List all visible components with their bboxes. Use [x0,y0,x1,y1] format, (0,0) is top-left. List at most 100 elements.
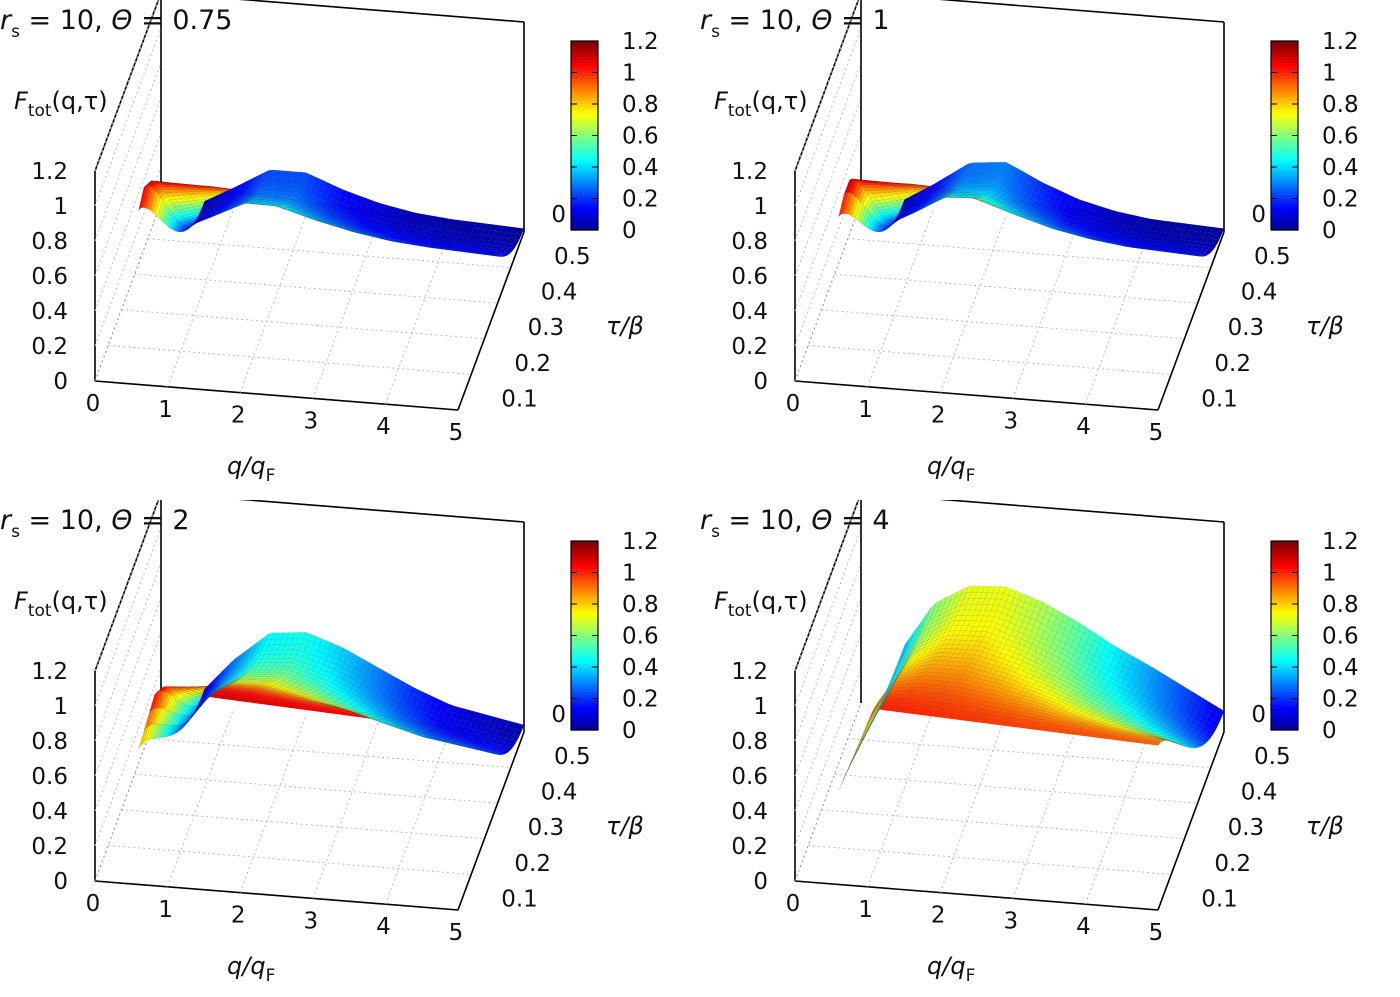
surface-plot: 0 1 2 3 4 5 0.1 0.2 0.3 0.4 0.5 0 0.2 0.4 0.6 0.8 1 1.2 rs… [0,0,659,486]
y-tick-label: 0.5 [1254,244,1291,270]
x-axis-label: q/qF [927,452,975,486]
chart-panel-theta-4: 0 1 2 3 4 5 0.1 0.2 0.3 0.4 0.5 0 0.2 0.4 0.6 0.8 1 1.2 rs… [700,500,1400,997]
colorbar-tick-label: 1 [622,61,637,87]
z-tick-label: 0 [753,369,768,395]
z-tick-label: 1 [753,194,768,220]
colorbar-tick-label: 0.8 [622,592,659,618]
x-tick-labels: 0 1 2 3 4 5 [786,391,1164,446]
colorbar-axis-zero: 0 [551,702,566,728]
x-tick-label: 0 [86,891,101,917]
x-tick-label: 5 [449,420,464,446]
surface-mesh [838,161,1225,257]
x-tick-label: 2 [231,903,246,929]
x-tick-label: 3 [1003,908,1018,934]
colorbar-tick-label: 1.2 [1322,529,1359,555]
z-axis-label: Ftot(q,τ) [14,587,108,621]
colorbar-tick-label: 1 [1322,61,1337,87]
surface-plot: 0 1 2 3 4 5 0.1 0.2 0.3 0.4 0.5 0 0.2 0.4 0.6 0.8 1 1.2 rs… [700,0,1359,486]
surface-mesh [838,585,1225,792]
colorbar-tick-label: 0.6 [622,624,659,650]
z-axis-label: Ftot(q,τ) [714,587,808,621]
z-tick-label: 0.6 [31,264,68,290]
floor-grid [794,500,1211,905]
colorbar-tick-label: 1.2 [1322,29,1359,55]
y-tick-label: 0.4 [541,280,578,306]
y-tick-label: 0.4 [1241,280,1278,306]
y-tick-label: 0.2 [514,851,551,877]
chart-panel-theta-2: 0 1 2 3 4 5 0.1 0.2 0.3 0.4 0.5 0 0.2 0.4 0.6 0.8 1 1.2 rs… [0,500,700,997]
z-tick-label: 0.4 [731,299,768,325]
z-tick-label: 0.2 [31,834,68,860]
z-tick-label: 0.8 [731,229,768,255]
floor-grid [94,0,511,405]
y-axis-label: τ/β [606,812,644,840]
colorbar-tick-label: 0.2 [622,187,659,213]
chart-title: rs = 10, Θ = 1 [700,5,890,42]
colorbar-tick-label: 0.2 [1322,187,1359,213]
y-tick-label: 0.4 [1241,780,1278,806]
z-tick-label: 1 [753,694,768,720]
x-tick-label: 4 [376,414,391,440]
z-tick-label: 0.6 [31,764,68,790]
z-tick-label: 0.4 [31,299,68,325]
chart-title: rs = 10, Θ = 2 [0,505,190,542]
colorbar-tick-label: 0.4 [622,155,659,181]
colorbar-tick-label: 0 [1322,218,1337,244]
z-tick-label: 0.4 [731,799,768,825]
x-tick-label: 3 [1003,408,1018,434]
y-tick-label: 0.3 [1228,315,1265,341]
colorbar-axis-zero: 0 [551,202,566,228]
y-tick-labels: 0.1 0.2 0.3 0.4 0.5 [1201,744,1290,912]
colorbar: 0 0.2 0.4 0.6 0.8 1 1.2 0 [1251,29,1358,244]
y-tick-labels: 0.1 0.2 0.3 0.4 0.5 [501,244,590,412]
floor-grid [94,500,511,905]
x-tick-label: 3 [303,408,318,434]
z-tick-label: 0.8 [31,229,68,255]
surface-mesh [138,632,525,756]
z-tick-label: 0.4 [31,799,68,825]
colorbar-tick-label: 0.8 [1322,592,1359,618]
y-tick-label: 0.1 [501,386,538,412]
x-tick-label: 3 [303,908,318,934]
x-tick-labels: 0 1 2 3 4 5 [786,891,1164,946]
colorbar: 0 0.2 0.4 0.6 0.8 1 1.2 0 [551,29,658,244]
y-axis-label: τ/β [1306,812,1344,840]
y-tick-label: 0.5 [554,744,591,770]
x-tick-labels: 0 1 2 3 4 5 [86,891,464,946]
z-tick-label: 0.6 [731,764,768,790]
x-tick-label: 2 [231,403,246,429]
colorbar-axis-zero: 0 [1251,702,1266,728]
z-tick-label: 0.6 [731,264,768,290]
x-axis-label: q/qF [927,952,975,986]
colorbar-tick-label: 0 [622,718,637,744]
x-tick-label: 5 [449,920,464,946]
x-tick-label: 0 [786,391,801,417]
x-tick-label: 5 [1149,920,1164,946]
y-tick-label: 0.3 [1228,815,1265,841]
surface-plot: 0 1 2 3 4 5 0.1 0.2 0.3 0.4 0.5 0 0.2 0.4 0.6 0.8 1 1.2 rs… [700,500,1359,986]
y-axis-label: τ/β [606,312,644,340]
y-tick-labels: 0.1 0.2 0.3 0.4 0.5 [1201,244,1290,412]
colorbar-tick-label: 0.4 [1322,155,1359,181]
colorbar-tick-label: 0.6 [1322,624,1359,650]
z-tick-label: 0.2 [731,834,768,860]
chart-panel-theta-0.75: 0 1 2 3 4 5 0.1 0.2 0.3 0.4 0.5 0 0.2 0.4 0.6 0.8 1 1.2 rs… [0,0,700,497]
y-tick-label: 0.1 [1201,886,1238,912]
x-tick-label: 1 [858,397,873,423]
z-axis-label: Ftot(q,τ) [714,87,808,121]
colorbar-tick-label: 0.2 [1322,687,1359,713]
z-tick-label: 1.2 [731,159,768,185]
x-tick-label: 1 [158,897,173,923]
y-tick-label: 0.1 [1201,386,1238,412]
z-tick-label: 1.2 [731,659,768,685]
x-tick-label: 4 [1076,414,1091,440]
colorbar-axis-zero: 0 [1251,202,1266,228]
colorbar-tick-label: 0 [1322,718,1337,744]
y-tick-label: 0.2 [1214,851,1251,877]
colorbar: 0 0.2 0.4 0.6 0.8 1 1.2 0 [1251,529,1358,744]
y-tick-label: 0.2 [1214,351,1251,377]
colorbar-tick-label: 1 [622,561,637,587]
surface-mesh [138,169,525,257]
z-tick-labels: 0 0.2 0.4 0.6 0.8 1 1.2 [31,159,68,395]
z-tick-label: 0.2 [731,334,768,360]
